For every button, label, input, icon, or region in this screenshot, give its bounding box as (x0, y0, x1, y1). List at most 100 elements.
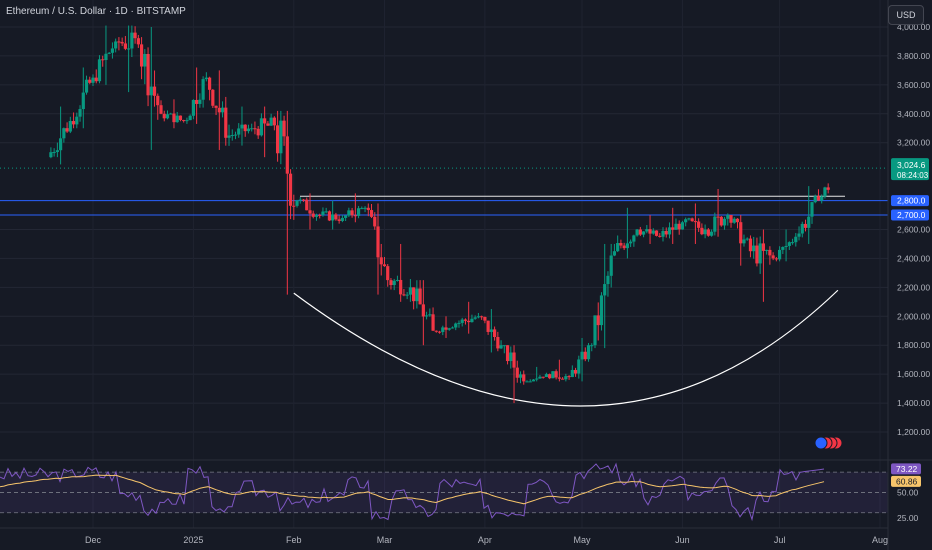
candle-body (722, 218, 727, 226)
candle-body (758, 243, 762, 264)
candle-body (175, 115, 179, 123)
candle-body (638, 229, 642, 235)
candle-body (149, 86, 153, 96)
candle-body (182, 120, 186, 122)
candle-body (305, 199, 309, 211)
candle-body (91, 77, 95, 83)
candle-body (755, 245, 759, 264)
candle-body (522, 374, 526, 382)
candle-body (279, 120, 283, 154)
candle-body (651, 230, 655, 234)
candle-body (706, 229, 710, 236)
candle-body (719, 216, 723, 226)
candle-body (820, 196, 824, 201)
time-tick-label: Apr (478, 535, 492, 545)
candle-body (227, 135, 231, 138)
candle-body (616, 243, 620, 252)
candle-body (314, 214, 319, 217)
candle-body (399, 279, 403, 295)
candle-body (700, 227, 704, 235)
price-tick-label: 2,600.00 (897, 225, 930, 235)
candle-body (276, 125, 280, 154)
candle-body (207, 77, 212, 90)
candle-body (781, 246, 785, 250)
time-axis: Dec 2025 Feb Mar Apr May Jun Jul Aug (0, 527, 888, 545)
candle-body (476, 316, 481, 318)
candle-body (88, 79, 92, 83)
candle-body (677, 223, 681, 230)
rsi-ma-label: 60.86 (896, 476, 918, 486)
price-tick-label: 3,600.00 (897, 80, 930, 90)
level-tag-bg (891, 195, 929, 207)
candle-body (211, 89, 215, 106)
price-tick-label: 1,800.00 (897, 340, 930, 350)
price-tick-label: 3,200.00 (897, 138, 930, 148)
candle-body (259, 118, 264, 136)
candle-body (787, 242, 791, 246)
candle-body (253, 128, 257, 130)
candle-body (169, 113, 173, 115)
candle-body (612, 251, 617, 256)
candle-body (554, 371, 558, 378)
candle-body (518, 374, 523, 378)
candle-body (515, 367, 519, 378)
candle-body (450, 327, 455, 329)
candle-body (418, 288, 422, 305)
candle-body (531, 379, 536, 382)
price-tick-label: 4,000.00 (897, 22, 930, 32)
candle-body (509, 352, 513, 362)
candle-body (327, 211, 332, 221)
candle-body (742, 239, 746, 244)
candle-body (162, 113, 166, 119)
candle-body (237, 128, 241, 135)
candle-body (690, 218, 694, 222)
candle-body (402, 294, 406, 296)
candle-body (386, 266, 390, 281)
candle-body (214, 105, 218, 108)
rsi-ma-tag-bg (891, 475, 921, 487)
candle-body (156, 95, 160, 106)
rsi-value-tag-bg (891, 463, 921, 475)
candle-body (648, 229, 652, 234)
candle-body (790, 242, 795, 244)
candle-body (110, 48, 115, 53)
candle-body (382, 264, 387, 267)
chart-title: Ethereum / U.S. Dollar · 1D · BITSTAMP (6, 6, 186, 17)
candle-body (816, 196, 821, 201)
candle-body (204, 77, 208, 80)
candle-body (68, 121, 72, 132)
candle-body (492, 329, 497, 337)
candle-body (130, 32, 134, 49)
candle-body (473, 317, 477, 319)
candle-body (577, 359, 581, 374)
candle-body (360, 208, 364, 210)
currency-button[interactable]: USD (888, 5, 924, 25)
time-tick-label: Jun (675, 535, 690, 545)
candlesticks (49, 25, 830, 404)
candle-body (133, 32, 137, 39)
cup-curve (293, 289, 839, 407)
countdown-label: 08:24:03 (897, 171, 929, 180)
candle-body (645, 229, 649, 232)
candle-body (713, 216, 717, 232)
price-tick-label: 3,800.00 (897, 51, 930, 61)
candle-body (308, 210, 312, 214)
candle-body (198, 99, 202, 104)
candle-body (285, 136, 289, 174)
candle-body (774, 258, 778, 260)
candle-body (619, 243, 623, 246)
candle-body (632, 235, 636, 242)
candle-body (185, 120, 189, 122)
candle-body (59, 138, 63, 151)
candle-body (250, 128, 254, 130)
candle-body (146, 53, 150, 96)
candle-body (784, 245, 788, 247)
candle-body (684, 219, 688, 223)
candle-body (810, 202, 814, 217)
candle-body (544, 374, 549, 378)
candle-body (716, 216, 720, 218)
rsi-pane: 25.00 50.00 73.22 60.86 (0, 459, 932, 523)
candle-body (502, 345, 506, 347)
candle-body (201, 79, 205, 100)
